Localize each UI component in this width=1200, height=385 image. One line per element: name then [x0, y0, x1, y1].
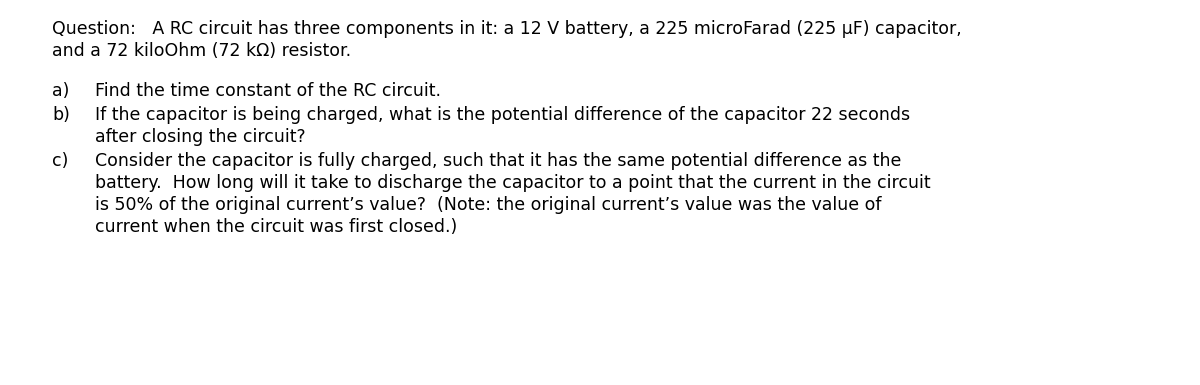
Text: c): c) [52, 152, 68, 170]
Text: If the capacitor is being charged, what is the potential difference of the capac: If the capacitor is being charged, what … [95, 106, 910, 124]
Text: a): a) [52, 82, 70, 100]
Text: Find the time constant of the RC circuit.: Find the time constant of the RC circuit… [95, 82, 442, 100]
Text: is 50% of the original current’s value?  (Note: the original current’s value was: is 50% of the original current’s value? … [95, 196, 882, 214]
Text: b): b) [52, 106, 70, 124]
Text: after closing the circuit?: after closing the circuit? [95, 128, 306, 146]
Text: current when the circuit was first closed.): current when the circuit was first close… [95, 218, 457, 236]
Text: and a 72 kiloOhm (72 kΩ) resistor.: and a 72 kiloOhm (72 kΩ) resistor. [52, 42, 352, 60]
Text: Question:   A RC circuit has three components in it: a 12 V battery, a 225 micro: Question: A RC circuit has three compone… [52, 20, 961, 38]
Text: battery.  How long will it take to discharge the capacitor to a point that the c: battery. How long will it take to discha… [95, 174, 931, 192]
Text: Consider the capacitor is fully charged, such that it has the same potential dif: Consider the capacitor is fully charged,… [95, 152, 901, 170]
